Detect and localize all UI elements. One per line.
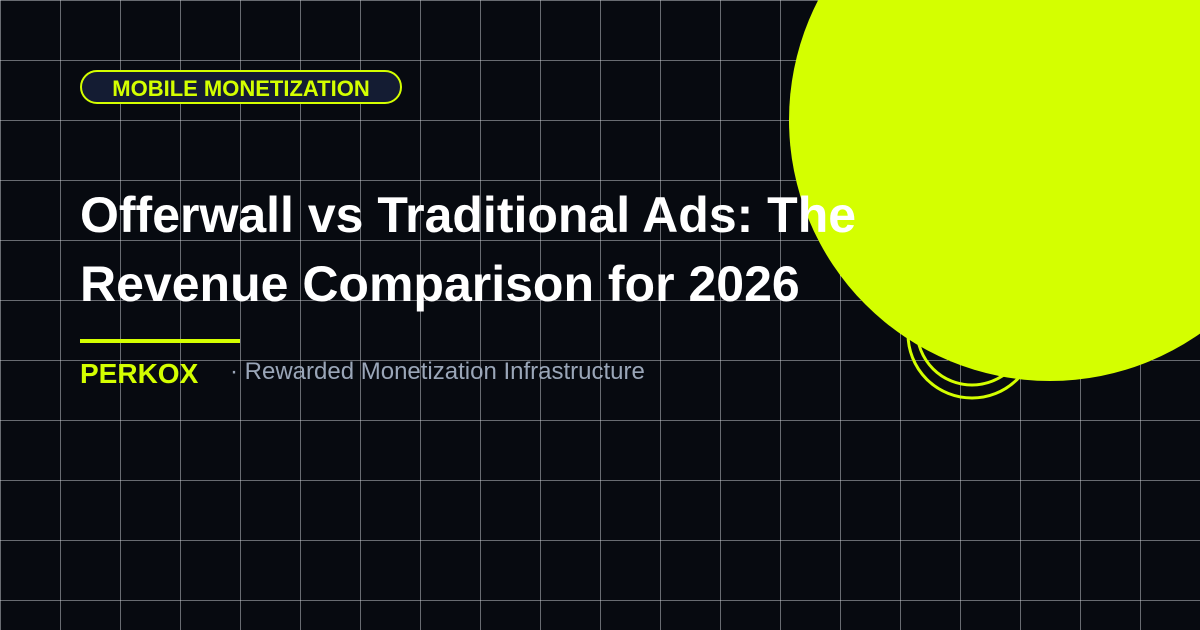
title-line: Revenue Comparison for 2026 (80, 256, 800, 312)
badge: MOBILE MONETIZATION (80, 70, 402, 104)
accent-circle (789, 0, 1200, 381)
title-line: Offerwall vs Traditional Ads: The (80, 187, 856, 243)
divider (80, 339, 240, 343)
tagline: · Rewarded Monetization Infrastructure (230, 358, 645, 385)
brand: PERKOX (80, 358, 199, 389)
badge-pill (80, 70, 402, 104)
badge-text: MOBILE MONETIZATION (112, 76, 369, 101)
